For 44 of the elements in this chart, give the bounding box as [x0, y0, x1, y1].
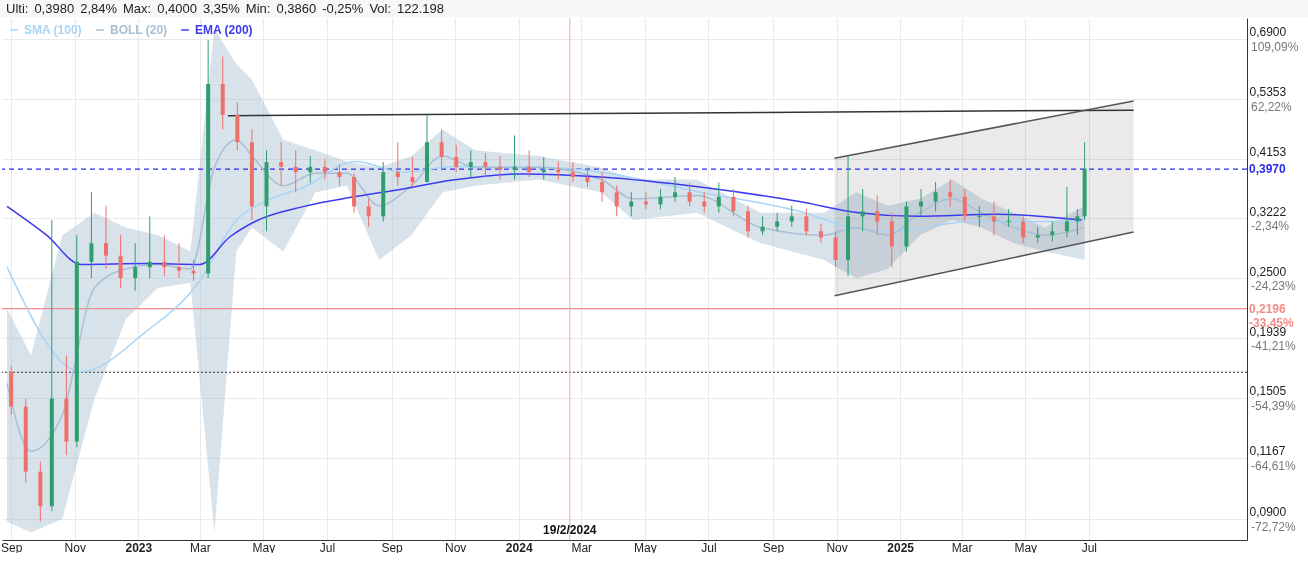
x-tick-label: 2024: [505, 540, 533, 555]
legend-label: EMA (200): [195, 23, 253, 37]
text: 0,4000: [157, 1, 197, 16]
text: -24,23%: [1251, 279, 1297, 294]
text: 62,22%: [1251, 99, 1293, 114]
x-tick-label: Nov: [826, 540, 848, 555]
text: 0,3860: [276, 1, 317, 16]
text: -2,34%: [1251, 219, 1290, 234]
text: Max:: [123, 1, 152, 16]
x-tick-label: Jul: [701, 540, 717, 555]
x-tick-label: 2023: [125, 540, 153, 555]
x-tick-label: Mar: [951, 540, 973, 555]
y-tick-label: 0,6900: [1249, 25, 1287, 40]
legend-label: SMA (100): [24, 23, 82, 37]
text: -64,61%: [1251, 458, 1297, 473]
text: -72,72%: [1251, 519, 1297, 534]
text: Vol:: [369, 1, 392, 16]
text: 122.198: [397, 1, 445, 16]
x-tick-label: Mar: [571, 540, 593, 555]
y-tick-label: 0,4153: [1249, 145, 1287, 160]
text: -0,25%: [322, 1, 364, 16]
x-tick-label: Nov: [444, 540, 467, 555]
x-tick-label: 2025: [887, 540, 915, 555]
text: 0,3980: [34, 1, 75, 16]
text: 109,09%: [1251, 39, 1299, 54]
x-tick-label: Jul: [1081, 540, 1097, 555]
legend-label: BOLL (20): [110, 23, 168, 37]
x-tick-label: Mar: [189, 540, 211, 555]
y-tick-label: 0,1505: [1249, 384, 1287, 399]
text: Min:: [245, 1, 271, 16]
x-tick-label: Nov: [64, 540, 86, 555]
y-tick-label: 0,1167: [1249, 444, 1286, 459]
y-tick-label: 0,0900: [1249, 505, 1287, 520]
y-tick-label: 0,2500: [1249, 264, 1287, 279]
ref-line-label: 0,3970: [1249, 162, 1287, 177]
text: 2,84%: [80, 1, 118, 16]
x-tick-label: Jul: [319, 540, 336, 555]
text: -54,39%: [1251, 398, 1297, 413]
text: Ulti:: [6, 1, 29, 16]
ref-line-label: 19/2/2024: [543, 523, 597, 537]
y-tick-label: 0,3222: [1249, 204, 1287, 219]
text: 3,35%: [202, 1, 240, 16]
y-tick-label: 0,5353: [1249, 85, 1287, 100]
text: -41,21%: [1251, 339, 1297, 354]
